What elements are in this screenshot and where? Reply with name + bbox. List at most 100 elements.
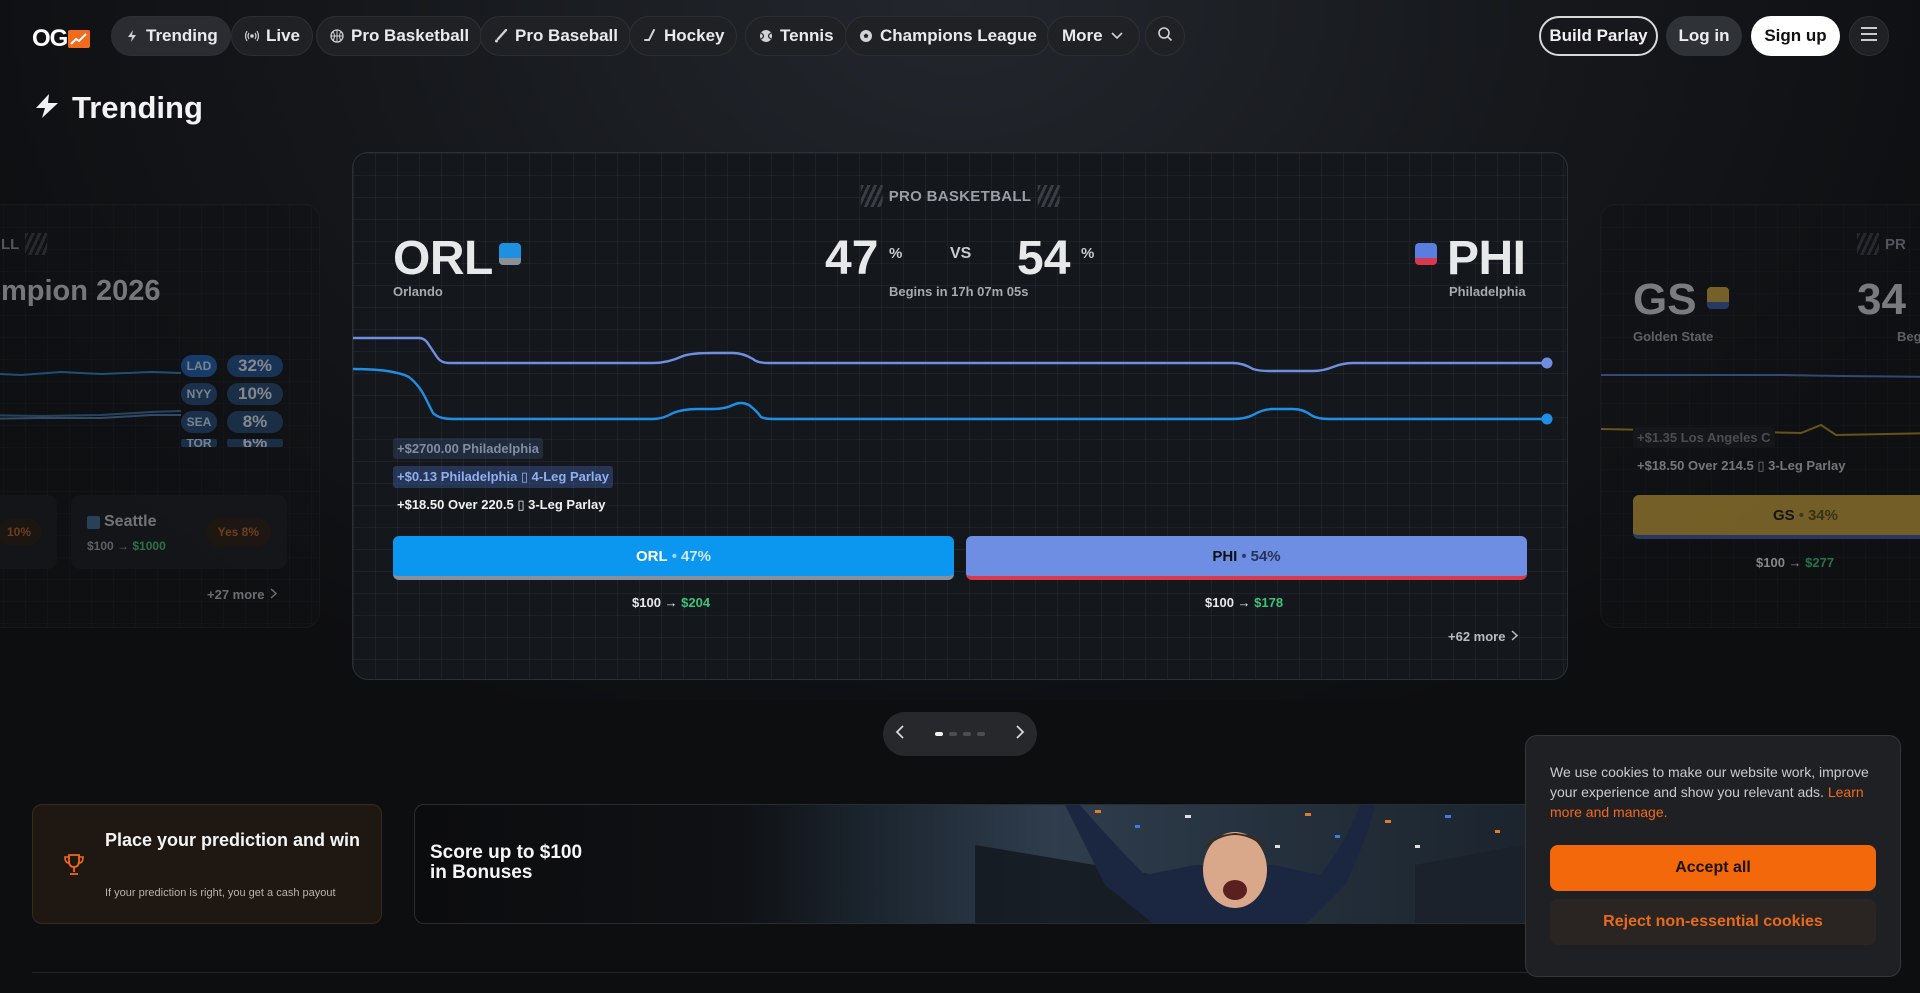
odds-pct: 8% [227,411,283,433]
bolt-icon [32,91,62,126]
vs-label: VS [950,245,972,262]
soccer-ball-icon [858,28,874,44]
cookie-message: We use cookies to make our website work,… [1550,764,1869,800]
nav-item-pro-baseball[interactable]: Pro Baseball [480,16,631,56]
accept-all-button[interactable]: Accept all [1550,845,1876,891]
home-odds-endpoint [1541,413,1553,425]
away-team-name: Philadelphia [1449,284,1526,299]
league-label: PRO BASKETBALL [888,187,1032,205]
bet-button-home[interactable]: ORL • 47% [393,536,954,580]
nav-item-live[interactable]: Live [231,16,314,56]
nav-item-more[interactable]: More [1047,16,1140,56]
bet-team: GS [1773,506,1795,524]
login-button[interactable]: Log in [1666,16,1742,56]
team-color-swatch [87,515,100,529]
main-market-card[interactable]: PRO BASKETBALL ORL Orlando 47 % VS 54 % … [352,152,1568,680]
top-nav: OG Trending Live Pro Basketball Pro Base… [0,16,1920,56]
nav-item-label: Hockey [664,26,725,45]
section-title: Trending [72,90,203,125]
bet-button-away[interactable]: PHI • 54% [966,536,1527,580]
nav-item-label: Live [266,26,301,45]
celebrating-fan-illustration [975,805,1573,923]
cookie-learn-more-link[interactable]: Learn more and manage. [1550,784,1864,820]
promo-banner-bonus[interactable]: Score up to $100 in Bonuses [414,804,1574,924]
home-team-abbr: ORL [393,232,493,285]
bet-pct: 34% [1807,506,1838,524]
team-color-swatch [1707,287,1729,309]
option-box-seattle[interactable]: Seattle $100 → $1000 Yes 8% [71,495,287,569]
activity-feed-item: +$18.50 Over 220.5 ▯ 3-Leg Parlay [397,497,606,512]
nav-item-hockey[interactable]: Hockey [629,16,738,56]
menu-button[interactable] [1849,16,1889,56]
nav-item-label: Pro Baseball [515,26,618,45]
promo-title: Score up to $100 in Bonuses [430,843,582,883]
payout-home: $100 → $204 [632,595,710,610]
more-markets-link[interactable]: +62 more [1448,629,1519,644]
payout-win: $1000 [132,539,166,553]
bet-button-gs[interactable]: GS • 34% [1633,495,1920,539]
prev-button[interactable] [895,724,905,745]
team-pct: 34 [1857,275,1906,324]
odds-chart [0,370,181,420]
chevron-right-icon [1511,629,1519,644]
nav-item-label: Pro Basketball [351,26,470,45]
pager-dot[interactable] [935,732,943,736]
option-box[interactable]: 10% [0,495,57,569]
trophy-icon [63,853,85,882]
pager-dot[interactable] [963,732,971,736]
nav-item-pro-basketball[interactable]: Pro Basketball [316,16,483,56]
odds-row: TOR 6% [181,439,283,447]
nav-item-label: More [1062,26,1103,45]
nav-item-tennis[interactable]: Tennis [745,16,847,56]
logo[interactable]: OG [32,25,91,53]
payout-stake: $100 → [1756,555,1806,570]
pager-dots [935,732,985,736]
signup-button[interactable]: Sign up [1751,16,1840,56]
team-abbr: NYY [181,383,217,405]
stripes-decoration [1857,233,1879,255]
chevron-left-icon [895,724,904,739]
section-header: Trending [32,90,203,126]
nav-item-champions-league[interactable]: Champions League [845,16,1050,56]
bolt-icon [124,28,140,44]
league-tag: LL [1,233,48,255]
begins-text: Beg [1897,329,1920,344]
pager-dot[interactable] [977,732,985,736]
promo-card-predict[interactable]: Place your prediction and win If your pr… [32,804,382,924]
league-tag: PRO BASKETBALL [860,185,1060,207]
activity-feed-item: +$18.50 Over 214.5 ▯ 3-Leg Parlay [1637,458,1846,473]
more-link[interactable]: +27 more [207,587,278,602]
pager-dot[interactable] [949,732,957,736]
tennis-ball-icon [758,28,774,44]
payout-win: $178 [1254,595,1284,610]
promo-title: Place your prediction and win [105,830,361,850]
away-team-abbr: PHI [1447,232,1526,285]
chevron-right-icon [270,587,278,602]
more-label: +62 more [1448,629,1506,644]
reject-cookies-button[interactable]: Reject non-essential cookies [1550,899,1876,945]
logo-text: OG [32,25,68,52]
odds-pct: 6% [227,439,283,447]
pct-symbol: % [889,245,903,262]
team-abbr: TOR [181,439,217,447]
nav-item-label: Trending [146,26,218,45]
away-pct: 54 [1017,232,1071,285]
hockey-stick-icon [642,28,658,44]
activity-feed-item: +$1.35 Los Angeles C [1633,427,1775,448]
nav-item-trending[interactable]: Trending [111,16,231,56]
broadcast-icon [244,28,260,44]
basketball-icon [329,28,345,44]
left-market-card[interactable]: LL mpion 2026 LAD 32% NYY 10% SEA 8% TOR… [0,204,320,628]
search-button[interactable] [1145,16,1185,56]
hamburger-icon [1860,26,1878,46]
option-team: Seattle [87,513,156,531]
yes-odds[interactable]: Yes 8% [205,517,271,547]
away-team-swatch [1415,243,1437,265]
team-abbr: SEA [181,411,217,433]
next-button[interactable] [1015,724,1025,745]
payout-text: $100 → $277 [1756,555,1834,570]
odds-row: LAD 32% [181,355,283,377]
build-parlay-button[interactable]: Build Parlay [1539,16,1658,56]
search-icon [1157,26,1173,47]
right-market-card[interactable]: PR GS Golden State 34 Beg +$1.35 Los Ang… [1600,204,1920,628]
